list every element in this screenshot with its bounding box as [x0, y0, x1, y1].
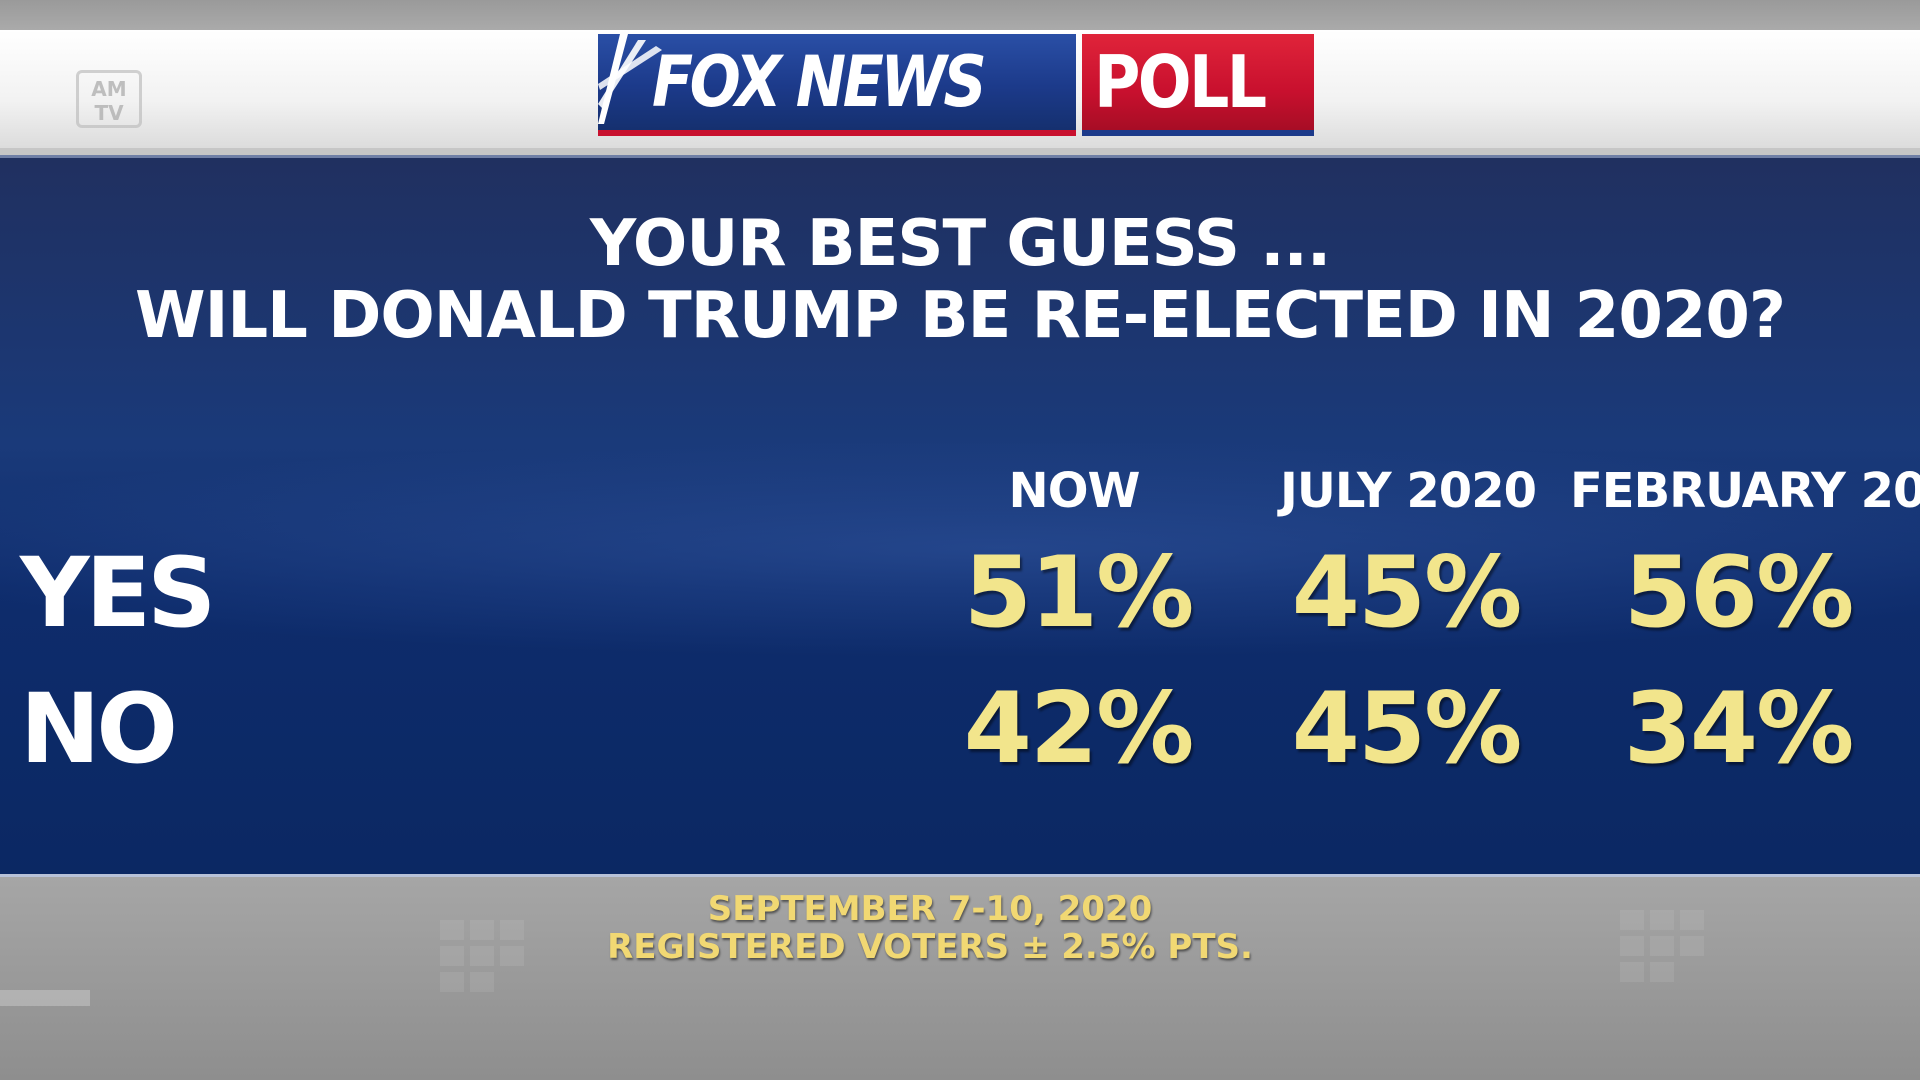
- poll-sample-info: REGISTERED VOTERS ± 2.5% PTS.: [607, 927, 1253, 967]
- panel-sheen: [0, 438, 1920, 658]
- column-header-now: NOW: [1008, 463, 1141, 519]
- row-label-no: NO: [20, 673, 178, 785]
- poll-wordmark: POLL: [1082, 34, 1314, 136]
- fox-news-wordmark: FOX NEWS: [598, 34, 1076, 136]
- column-header-july-2020: JULY 2020: [1279, 463, 1537, 519]
- cell-no-july-2020: 45%: [1291, 672, 1523, 786]
- question-line-2: WILL DONALD TRUMP BE RE-ELECTED IN 2020?: [134, 279, 1786, 353]
- fox-news-poll-logo: FOX NEWS POLL: [598, 34, 1314, 136]
- cell-yes-now: 51%: [963, 536, 1195, 650]
- question-line-1: YOUR BEST GUESS ...: [589, 207, 1331, 281]
- poll-panel: YOUR BEST GUESS ... WILL DONALD TRUMP BE…: [0, 155, 1920, 877]
- row-label-yes: YES: [20, 537, 216, 649]
- cell-no-february-2020: 34%: [1623, 672, 1855, 786]
- poll-footer: SEPTEMBER 7-10, 2020 REGISTERED VOTERS ±…: [0, 890, 1860, 966]
- poll-text: POLL: [1094, 40, 1267, 124]
- column-header-february-2020: FEBRUARY 2020: [1570, 463, 1920, 519]
- poll-dates: SEPTEMBER 7-10, 2020: [707, 889, 1153, 929]
- fox-news-text: FOX NEWS: [652, 41, 987, 123]
- cell-yes-july-2020: 45%: [1291, 536, 1523, 650]
- cell-yes-february-2020: 56%: [1623, 536, 1855, 650]
- poll-question: YOUR BEST GUESS ... WILL DONALD TRUMP BE…: [0, 208, 1920, 352]
- searchlight-icon: [598, 34, 662, 124]
- channel-bug: AM TV: [76, 70, 142, 128]
- cell-no-now: 42%: [963, 672, 1195, 786]
